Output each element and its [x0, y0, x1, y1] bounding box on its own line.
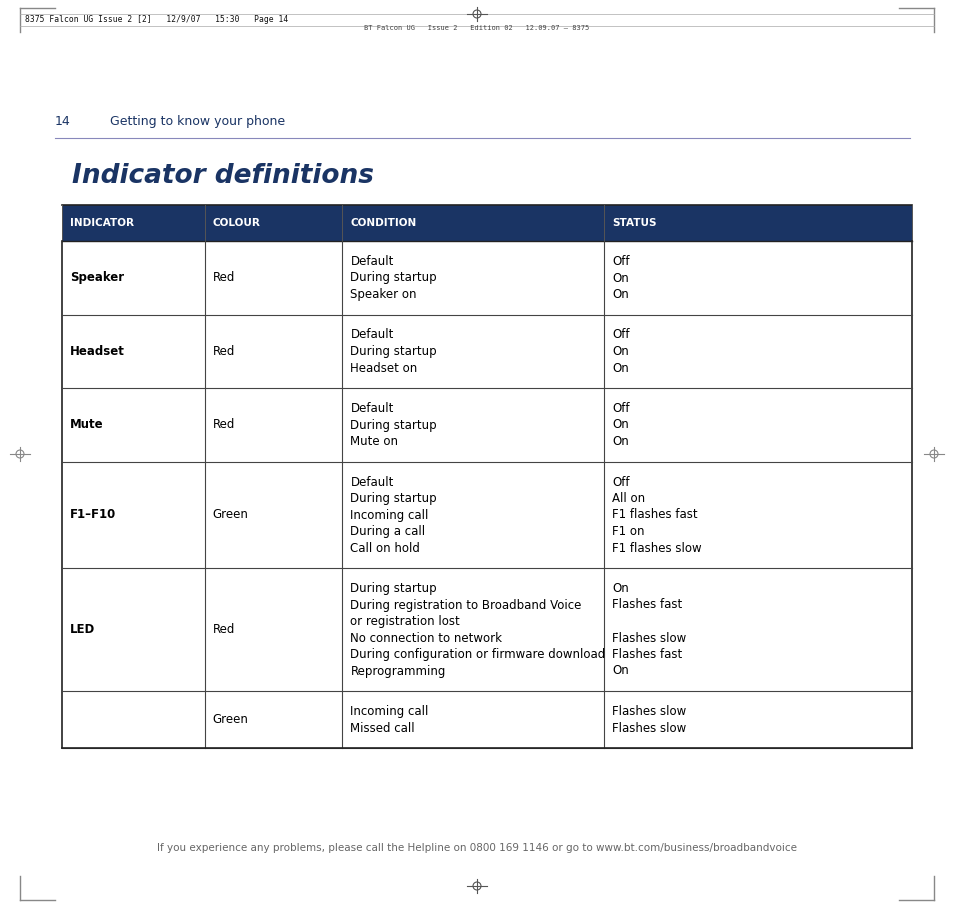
- Text: or registration lost: or registration lost: [350, 615, 459, 628]
- Text: Red: Red: [213, 419, 235, 431]
- Bar: [62, 314, 911, 388]
- Text: During startup: During startup: [350, 345, 436, 358]
- Text: CONDITION: CONDITION: [350, 218, 416, 228]
- Text: Default: Default: [350, 476, 394, 489]
- Text: Headset on: Headset on: [350, 361, 417, 374]
- Text: INDICATOR: INDICATOR: [70, 218, 133, 228]
- Text: F1 flashes slow: F1 flashes slow: [612, 541, 701, 555]
- Text: During configuration or firmware download: During configuration or firmware downloa…: [350, 648, 605, 661]
- Text: On: On: [612, 419, 628, 431]
- Text: Off: Off: [612, 476, 629, 489]
- Text: All on: All on: [612, 492, 645, 505]
- Text: Incoming call: Incoming call: [350, 508, 429, 521]
- Text: On: On: [612, 665, 628, 677]
- Bar: [62, 461, 911, 568]
- Text: Indicator definitions: Indicator definitions: [71, 163, 374, 189]
- Bar: [62, 241, 911, 314]
- Text: Mute on: Mute on: [350, 435, 398, 448]
- Text: Missed call: Missed call: [350, 722, 415, 735]
- Bar: [62, 205, 911, 241]
- Text: Reprogramming: Reprogramming: [350, 665, 445, 677]
- Text: Red: Red: [213, 271, 235, 284]
- Text: 8375 Falcon UG Issue 2 [2]   12/9/07   15:30   Page 14: 8375 Falcon UG Issue 2 [2] 12/9/07 15:30…: [25, 15, 288, 25]
- Bar: [62, 388, 911, 461]
- Text: Flashes slow: Flashes slow: [612, 705, 686, 718]
- Text: Call on hold: Call on hold: [350, 541, 420, 555]
- Text: On: On: [612, 345, 628, 358]
- Text: During startup: During startup: [350, 271, 436, 284]
- Bar: [62, 568, 911, 691]
- Text: During registration to Broadband Voice: During registration to Broadband Voice: [350, 598, 581, 611]
- Text: If you experience any problems, please call the Helpline on 0800 169 1146 or go : If you experience any problems, please c…: [157, 843, 796, 853]
- Text: Flashes fast: Flashes fast: [612, 598, 681, 611]
- Text: 14: 14: [55, 115, 71, 128]
- Text: Incoming call: Incoming call: [350, 705, 429, 718]
- Text: Speaker on: Speaker on: [350, 288, 416, 301]
- Text: During startup: During startup: [350, 582, 436, 595]
- Text: Default: Default: [350, 255, 394, 268]
- Text: Getting to know your phone: Getting to know your phone: [110, 115, 285, 128]
- Text: On: On: [612, 361, 628, 374]
- Text: Headset: Headset: [70, 345, 125, 358]
- Text: F1 on: F1 on: [612, 525, 644, 538]
- Text: On: On: [612, 271, 628, 284]
- Text: During a call: During a call: [350, 525, 425, 538]
- Text: Mute: Mute: [70, 419, 104, 431]
- Text: Flashes slow: Flashes slow: [612, 722, 686, 735]
- Text: Off: Off: [612, 329, 629, 341]
- Text: Red: Red: [213, 623, 235, 636]
- Text: Default: Default: [350, 402, 394, 415]
- Text: COLOUR: COLOUR: [213, 218, 260, 228]
- Text: Off: Off: [612, 255, 629, 268]
- Text: On: On: [612, 435, 628, 448]
- Text: Flashes slow: Flashes slow: [612, 631, 686, 645]
- Text: Green: Green: [213, 713, 249, 726]
- Text: Flashes fast: Flashes fast: [612, 648, 681, 661]
- Text: Speaker: Speaker: [70, 271, 124, 284]
- Text: F1–F10: F1–F10: [70, 508, 116, 521]
- Text: No connection to network: No connection to network: [350, 631, 502, 645]
- Text: LED: LED: [70, 623, 95, 636]
- Bar: [62, 691, 911, 748]
- Text: STATUS: STATUS: [612, 218, 656, 228]
- Text: During startup: During startup: [350, 419, 436, 431]
- Text: Green: Green: [213, 508, 249, 521]
- Text: Off: Off: [612, 402, 629, 415]
- Text: On: On: [612, 582, 628, 595]
- Text: Default: Default: [350, 329, 394, 341]
- Text: F1 flashes fast: F1 flashes fast: [612, 508, 698, 521]
- Text: Red: Red: [213, 345, 235, 358]
- Text: BT Falcon UG   Issue 2   Edition 02   12.09.07 – 8375: BT Falcon UG Issue 2 Edition 02 12.09.07…: [364, 25, 589, 31]
- Text: On: On: [612, 288, 628, 301]
- Text: During startup: During startup: [350, 492, 436, 505]
